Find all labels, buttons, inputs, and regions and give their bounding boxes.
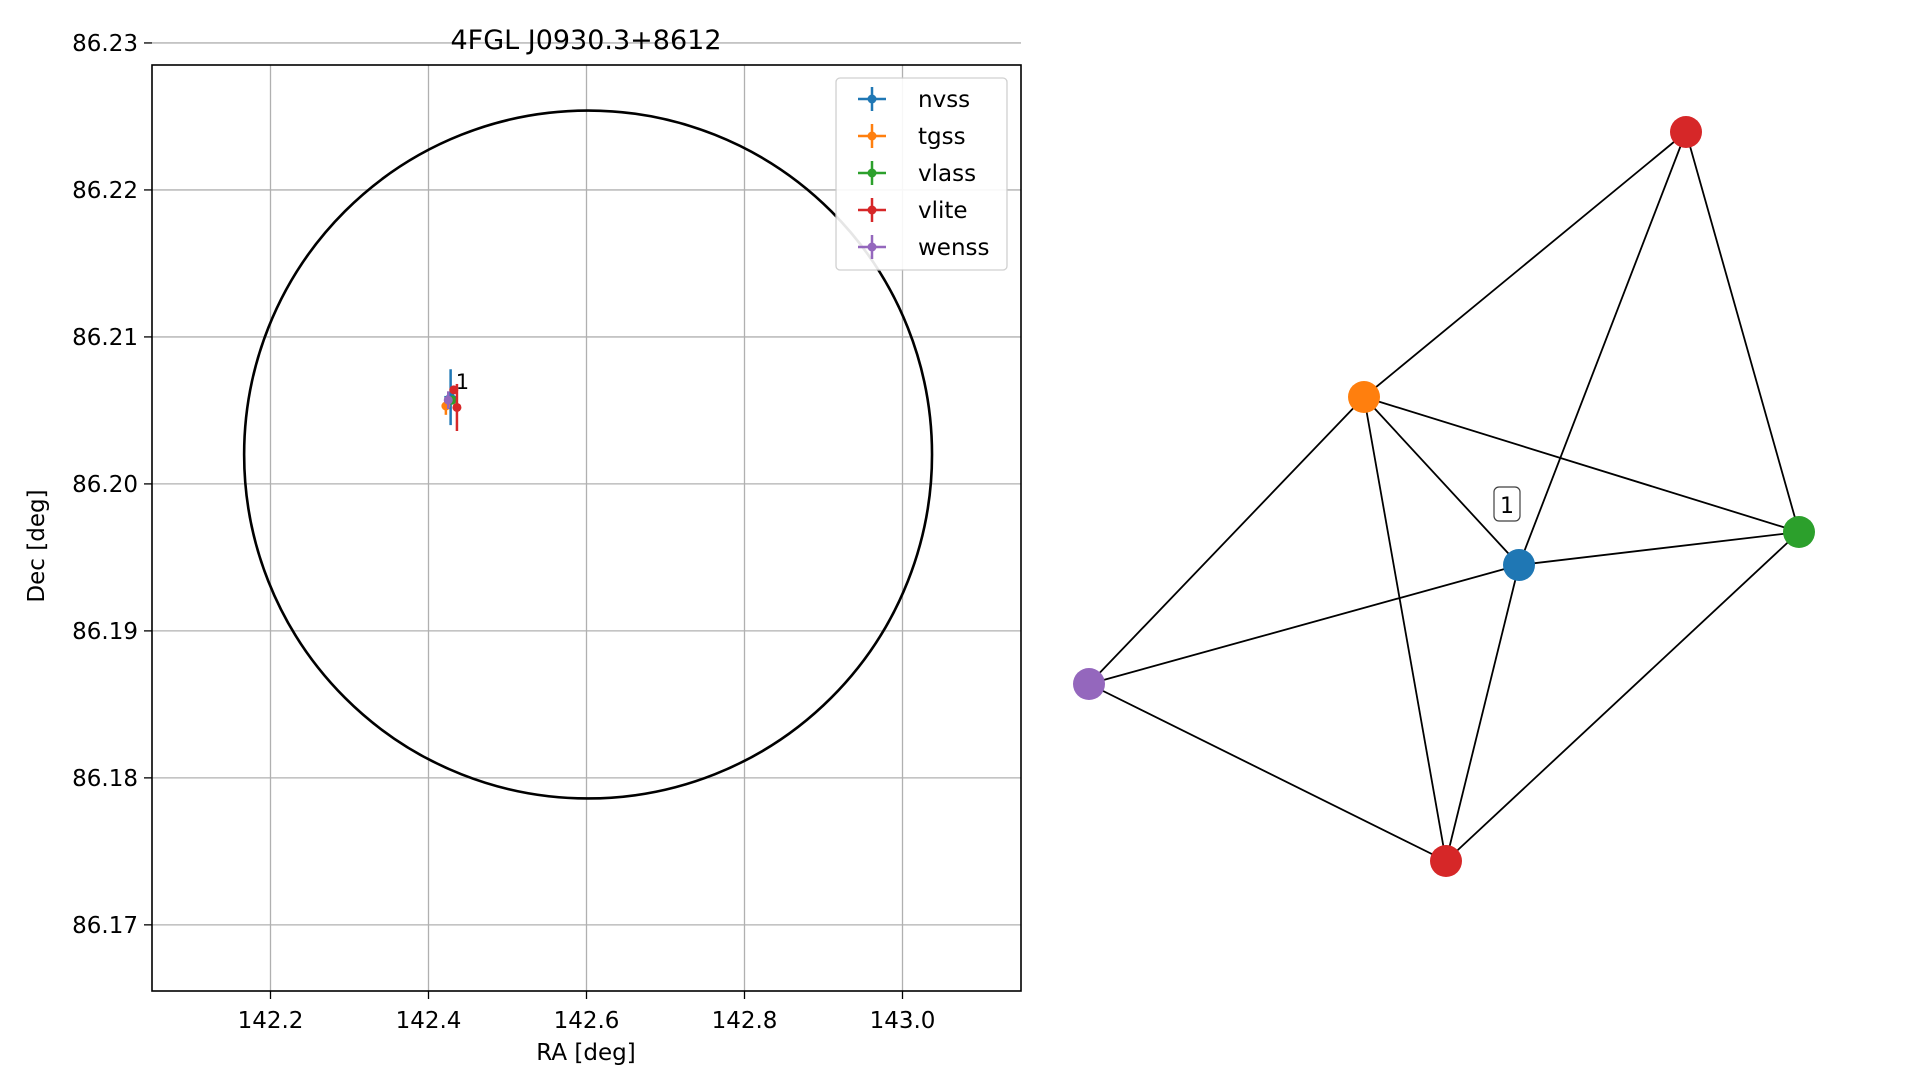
legend-label: nvss (918, 87, 970, 113)
node-tgss (1348, 381, 1380, 413)
scatter-chart: 1 142.2 142.4 142.6 142.8 143.0 86.1786.1886… (24, 25, 1022, 1066)
legend-marker (867, 94, 877, 104)
edge-nvss-wenss (1088, 564, 1520, 685)
x-tick-label: 142.8 (712, 1008, 778, 1034)
edge-tgss-vlite_b (1363, 396, 1447, 862)
y-ticks: 86.17 86.18 86.19 86.20 86.21 86.22 86.23 (72, 31, 152, 939)
x-tick-label: 142.4 (396, 1008, 462, 1034)
y-tick-label: 86.18 (72, 766, 138, 792)
legend-entry-wenss: wenss (858, 235, 990, 261)
grid-lines (152, 42, 1021, 991)
legend-box (835, 77, 1008, 271)
x-tick-label: 142.2 (238, 1008, 304, 1034)
node-wenss (1073, 668, 1105, 700)
legend-label: vlass (918, 161, 976, 187)
y-tick-label: 86.21 (72, 325, 138, 351)
x-axis-label: RA [deg] (536, 1040, 635, 1066)
y-tick-label: 86.22 (72, 178, 138, 204)
x-tick-label: 142.6 (554, 1008, 620, 1034)
x-tick-label: 143.0 (870, 1008, 936, 1034)
point-annotation: 1 (456, 370, 469, 394)
edge-tgss-nvss (1363, 396, 1520, 566)
y-tick-label: 86.17 (72, 913, 138, 939)
legend-entry-nvss: nvss (858, 87, 970, 113)
y-axis-label: Dec [deg] (24, 489, 50, 602)
graph-edges (1088, 131, 1800, 862)
node-vlass (1783, 516, 1815, 548)
edge-wenss-vlite_b (1088, 683, 1447, 862)
y-tick-label: 86.23 (72, 31, 138, 57)
legend-marker (867, 205, 877, 215)
edge-tgss-wenss (1088, 396, 1365, 685)
node-vlite_b (1430, 845, 1462, 877)
marker-vlite (452, 402, 462, 412)
edge-vlass-vlite_b (1445, 531, 1800, 862)
y-tick-label: 86.20 (72, 472, 138, 498)
edge-vlite_a-vlass (1685, 131, 1800, 533)
edge-nvss-vlite_b (1445, 564, 1520, 862)
legend: nvss tgss vlass vlite wenss (835, 77, 1008, 271)
edge-tgss-vlass (1363, 396, 1800, 533)
legend-label: vlite (918, 198, 968, 224)
localization-circle-layer (242, 109, 934, 800)
marker-extra (449, 385, 459, 395)
node-vlite_a (1670, 116, 1702, 148)
y-tick-label: 86.19 (72, 619, 138, 645)
edge-nvss-vlass (1518, 531, 1800, 566)
chart-title: 4FGL J0930.3+8612 (450, 25, 721, 56)
localization-circle (242, 109, 934, 800)
legend-marker (867, 168, 877, 178)
legend-label: tgss (918, 124, 966, 150)
legend-entry-vlite: vlite (858, 198, 968, 224)
point-wenss (443, 391, 453, 409)
graph-label-text: 1 (1500, 494, 1514, 519)
network-graph: 1 (1073, 116, 1815, 877)
graph-nodes (1073, 116, 1815, 877)
edge-vlite_a-nvss (1518, 131, 1687, 566)
marker-wenss (443, 395, 453, 405)
legend-marker (867, 131, 877, 141)
legend-marker (867, 242, 877, 252)
legend-label: wenss (918, 235, 990, 261)
data-points (441, 369, 462, 431)
edge-tgss-vlite_a (1363, 131, 1687, 398)
node-nvss (1503, 549, 1535, 581)
x-ticks: 142.2 142.4 142.6 142.8 143.0 (238, 991, 936, 1034)
graph-label: 1 (1493, 486, 1521, 522)
legend-entry-vlass: vlass (858, 161, 976, 187)
legend-entry-tgss: tgss (858, 124, 966, 150)
